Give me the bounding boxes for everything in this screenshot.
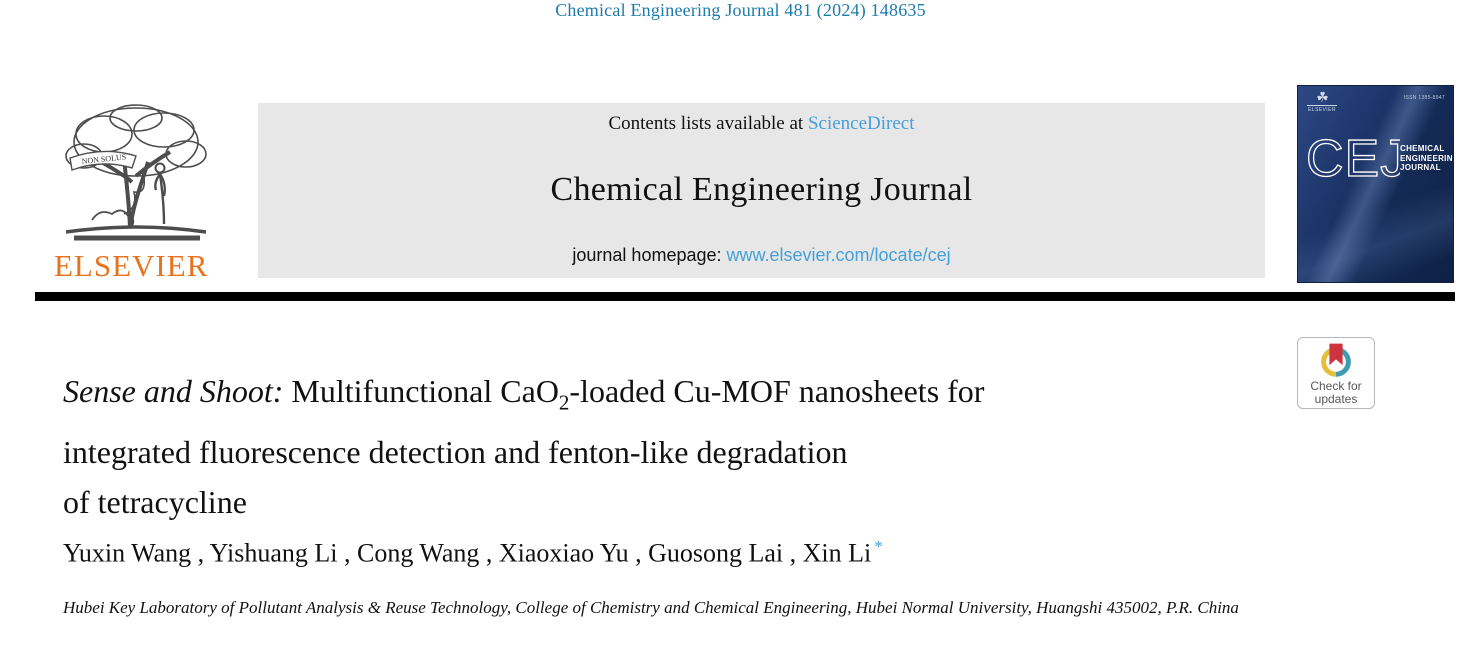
- masthead-box: Contents lists available at ScienceDirec…: [258, 103, 1265, 278]
- cover-journal-name: CHEMICAL ENGINEERING JOURNAL: [1400, 144, 1454, 172]
- cover-elsevier-word: ELSEVIER: [1307, 105, 1337, 113]
- cover-issn: ISSN 1385-8947: [1403, 95, 1445, 101]
- author-list: Yuxin Wang , Yishuang Li , Cong Wang , X…: [63, 537, 883, 569]
- masthead-journal-title: Chemical Engineering Journal: [550, 171, 973, 208]
- svg-text:CEJ: CEJ: [1306, 130, 1400, 188]
- author-names: Yuxin Wang , Yishuang Li , Cong Wang , X…: [63, 538, 872, 568]
- homepage-prefix: journal homepage:: [572, 245, 727, 265]
- journal-citation: Chemical Engineering Journal 481 (2024) …: [555, 0, 926, 20]
- badge-text-line1: Check for: [1310, 379, 1362, 393]
- bookmark-icon: [1329, 343, 1343, 366]
- article-title: Sense and Shoot: Multifunctional CaO2-lo…: [63, 366, 1253, 527]
- title-line-3: of tetracycline: [63, 484, 247, 521]
- affiliation: Hubei Key Laboratory of Pollutant Analys…: [63, 598, 1239, 617]
- elsevier-logo: NON SOLUS ELSEVIER: [52, 96, 220, 284]
- sciencedirect-link[interactable]: ScienceDirect: [807, 113, 915, 134]
- title-line-1: Sense and Shoot: Multifunctional CaO2-lo…: [63, 373, 985, 415]
- cej-cover: ☘ ELSEVIER ISSN 1385-8947 CEJ CHEMICAL E…: [1297, 85, 1454, 283]
- contents-prefix: Contents lists available at: [608, 113, 808, 134]
- cover-acronym: CEJ: [1304, 126, 1407, 193]
- homepage-line: journal homepage: www.elsevier.com/locat…: [572, 245, 950, 266]
- homepage-link[interactable]: www.elsevier.com/locate/cej: [726, 245, 951, 265]
- crossmark-icon: [1321, 343, 1351, 377]
- cover-elsevier-tree-icon: ☘: [1316, 91, 1329, 106]
- cover-elsevier-logo: ☘ ELSEVIER: [1307, 92, 1337, 113]
- check-for-updates-badge[interactable]: Check for updates: [1297, 337, 1375, 409]
- elsevier-tree-icon: NON SOLUS: [65, 104, 207, 241]
- masthead-divider: [35, 292, 1455, 301]
- badge-text-line2: updates: [1314, 392, 1358, 406]
- title-line-2: integrated fluorescence detection and fe…: [63, 434, 848, 471]
- corresponding-author-mark[interactable]: *: [874, 537, 883, 556]
- non-solus-banner: NON SOLUS: [69, 150, 137, 171]
- contents-line: Contents lists available at ScienceDirec…: [608, 113, 914, 135]
- elsevier-wordmark: ELSEVIER: [54, 248, 209, 283]
